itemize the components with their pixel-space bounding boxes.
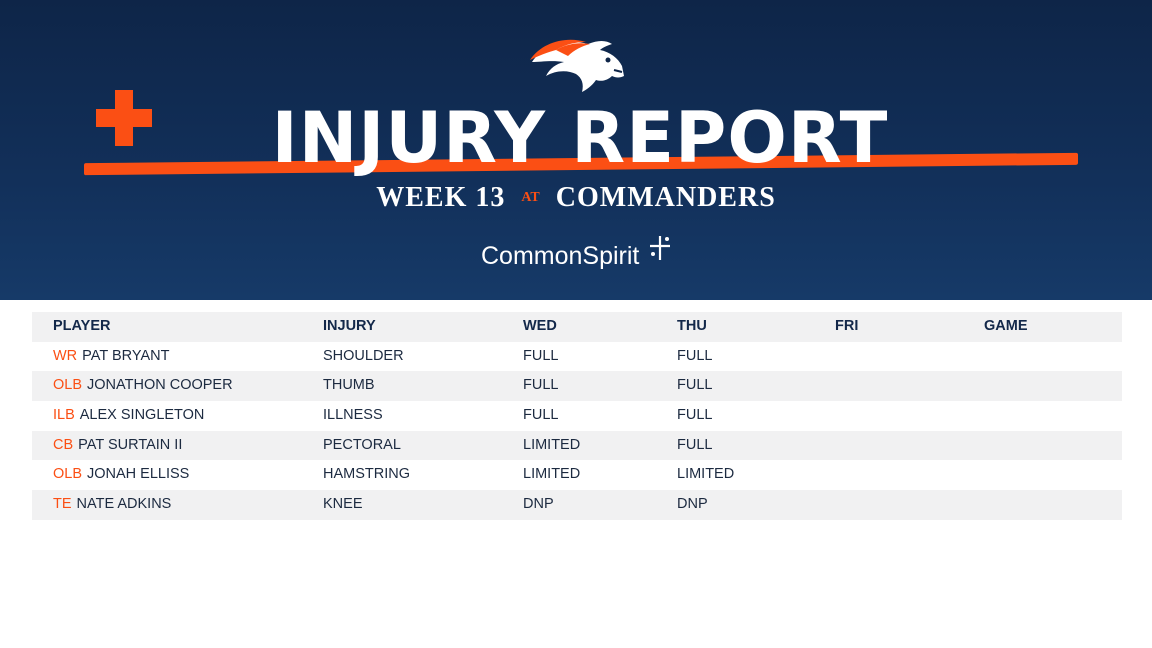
thu-status-cell: FULL: [677, 347, 713, 364]
player-name: PAT SURTAIN II: [78, 436, 183, 453]
medical-cross-icon: [96, 90, 152, 146]
injury-cell: THUMB: [323, 377, 375, 394]
player-name: ALEX SINGLETON: [79, 407, 205, 424]
position-label: ILB: [53, 407, 75, 424]
wed-status-cell: LIMITED: [523, 436, 581, 453]
table-row: OLB JONATHON COOPER THUMB FULL FULL: [32, 371, 1122, 402]
player-name: PAT BRYANT: [82, 347, 170, 364]
position-label: WR: [53, 347, 78, 364]
table-row: TE NATE ADKINS KNEE DNP DNP: [32, 490, 1122, 520]
player-cell: ILB ALEX SINGLETON: [53, 401, 204, 431]
player-cell: WR PAT BRYANT: [53, 342, 169, 372]
player-cell: TE NATE ADKINS: [53, 490, 171, 520]
sponsor-name: CommonSpirit: [481, 242, 640, 270]
position-label: OLB: [53, 377, 83, 394]
player-cell: OLB JONATHON COOPER: [53, 371, 233, 401]
opponent-label: COMMANDERS: [555, 182, 776, 213]
position-label: OLB: [53, 466, 83, 483]
column-header-fri: FRI: [835, 318, 859, 334]
thu-status-cell: FULL: [677, 407, 713, 424]
injury-cell: KNEE: [323, 496, 363, 513]
table-header-row: PLAYER INJURY WED THU FRI GAME: [32, 312, 1122, 342]
column-header-thu: THU: [677, 318, 707, 334]
sponsor-logo: CommonSpirit: [470, 236, 700, 276]
wed-status-cell: FULL: [523, 407, 559, 424]
injury-table: PLAYER INJURY WED THU FRI GAME WR PAT BRY…: [32, 312, 1122, 520]
injury-cell: ILLNESS: [323, 407, 383, 424]
wed-status-cell: DNP: [523, 496, 554, 513]
wed-status-cell: LIMITED: [523, 466, 581, 483]
wed-status-cell: FULL: [523, 347, 559, 364]
at-label: AT: [521, 190, 540, 205]
injury-cell: SHOULDER: [323, 347, 404, 364]
title-block: INJURY REPORT: [80, 90, 1080, 182]
column-header-injury: INJURY: [323, 318, 376, 334]
table-row: ILB ALEX SINGLETON ILLNESS FULL FULL: [32, 401, 1122, 431]
player-name: NATE ADKINS: [76, 496, 172, 513]
broncos-logo-icon: [530, 39, 624, 92]
position-label: TE: [53, 496, 72, 513]
week-label: WEEK 13: [376, 182, 506, 213]
column-header-player: PLAYER: [53, 318, 111, 334]
position-label: CB: [53, 436, 74, 453]
page-title: INJURY REPORT: [271, 97, 889, 179]
player-name: JONAH ELLISS: [87, 466, 190, 483]
column-header-wed: WED: [523, 318, 557, 334]
thu-status-cell: FULL: [677, 377, 713, 394]
thu-status-cell: LIMITED: [677, 466, 735, 483]
table-row: OLB JONAH ELLISS HAMSTRING LIMITED LIMITED: [32, 460, 1122, 490]
column-header-game: GAME: [984, 318, 1028, 334]
player-name: JONATHON COOPER: [87, 377, 233, 394]
injury-cell: PECTORAL: [323, 436, 401, 453]
wed-status-cell: FULL: [523, 377, 559, 394]
table-row: WR PAT BRYANT SHOULDER FULL FULL: [32, 342, 1122, 372]
table-row: CB PAT SURTAIN II PECTORAL LIMITED FULL: [32, 430, 1122, 461]
thu-status-cell: FULL: [677, 436, 713, 453]
thu-status-cell: DNP: [677, 496, 708, 513]
matchup-line: WEEK 13 AT COMMANDERS: [0, 182, 1152, 222]
report-header: INJURY REPORT WEEK 13 AT COMMANDERS Common…: [0, 0, 1152, 300]
player-cell: OLB JONAH ELLISS: [53, 460, 189, 490]
injury-cell: HAMSTRING: [323, 466, 410, 483]
player-cell: CB PAT SURTAIN II: [53, 431, 182, 461]
commonspirit-sparkle-icon: [650, 236, 670, 260]
